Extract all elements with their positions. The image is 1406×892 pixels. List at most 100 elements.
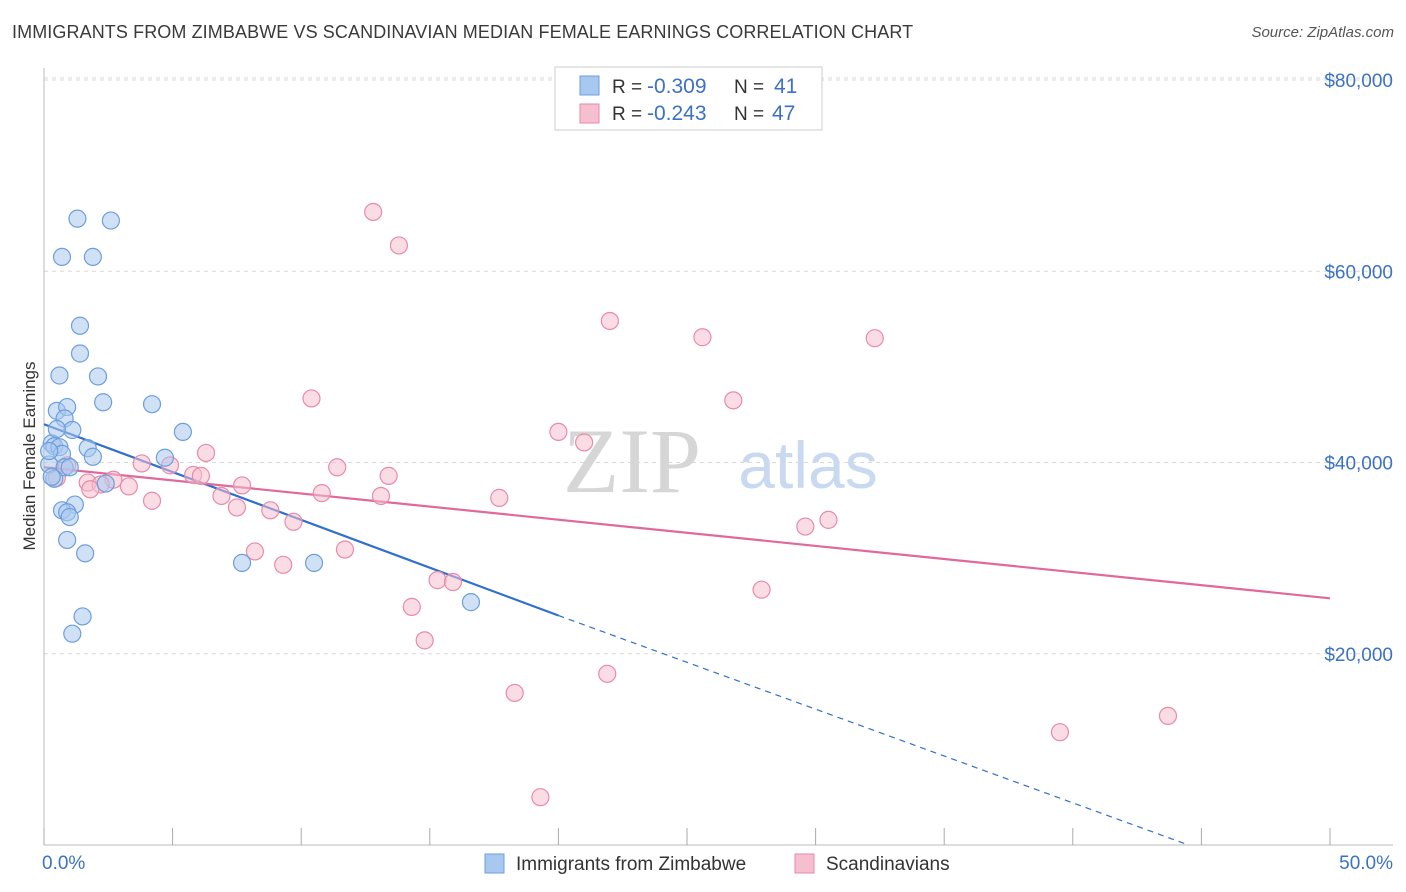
series-legend: Immigrants from Zimbabwe Scandinavians — [484, 853, 950, 875]
scandinavian-point — [819, 510, 838, 529]
stats-legend-swatch-pink — [579, 103, 600, 124]
scandinavian-point — [443, 572, 463, 592]
stats-legend: R = -0.309 N = 41 R = -0.243 N = 47 — [554, 66, 823, 131]
scandinavian-point — [598, 664, 617, 683]
zimbabwe-point — [101, 211, 120, 230]
stats-n-label-pink: N = — [734, 104, 764, 125]
stats-n-label-blue: N = — [734, 77, 764, 98]
zimbabwe-point — [63, 624, 82, 643]
scandinavian-point — [379, 466, 398, 485]
watermark: ZIP atlas — [563, 410, 878, 512]
scandinavian-point — [402, 597, 421, 616]
scandinavian-point — [428, 571, 447, 590]
stats-r-value-blue: -0.309 — [647, 75, 707, 98]
zimbabwe-point — [83, 247, 102, 267]
x-tick-label-min: 0.0% — [42, 853, 85, 874]
zimbabwe-point — [70, 316, 90, 335]
zimbabwe-point — [173, 422, 192, 441]
zimbabwe-point — [68, 209, 87, 228]
scandinavian-point — [335, 540, 355, 559]
scandinavian-point — [119, 477, 138, 496]
y-axis-title: Median Female Earnings — [20, 362, 39, 551]
stats-r-value-pink: -0.243 — [647, 102, 707, 125]
legend-label-scandinavians: Scandinavians — [826, 854, 950, 875]
scandinavian-point — [724, 391, 743, 410]
zimbabwe-point — [63, 420, 82, 440]
zimbabwe-point — [42, 467, 61, 486]
zimbabwe-point — [94, 393, 113, 412]
scandinavian-point — [865, 329, 884, 348]
zimbabwe-point — [50, 366, 69, 385]
legend-swatch-scandinavians — [794, 853, 815, 874]
points-layer — [40, 202, 1178, 807]
scandinavian-point — [328, 458, 347, 477]
zimbabwe-point — [232, 553, 252, 573]
scandinavian-point — [364, 202, 383, 222]
y-tick-label: $40,000 — [1324, 454, 1393, 475]
scandinavian-point — [261, 501, 280, 520]
x-tick-label-max: 50.0% — [1339, 853, 1393, 874]
scandinavian-point — [752, 580, 771, 599]
scandinavian-point — [245, 542, 265, 561]
scandinavian-point — [796, 517, 815, 536]
scandinavian-point — [371, 486, 391, 506]
zimbabwe-point — [304, 553, 324, 573]
scandinavian-point — [505, 683, 524, 703]
scandinavian-point — [549, 422, 568, 441]
stats-n-value-blue: 41 — [774, 75, 797, 98]
zimbabwe-point — [60, 458, 79, 477]
scandinavian-point — [1050, 723, 1070, 742]
scandinavian-trend-line — [43, 466, 1331, 600]
scandinavian-point — [81, 480, 100, 499]
scandinavian-point — [196, 443, 216, 463]
zimbabwe-point — [96, 474, 115, 493]
zimbabwe-point — [88, 367, 108, 386]
zimbabwe-trend-extension — [558, 614, 1189, 846]
zimbabwe-point — [76, 544, 95, 563]
scandinavian-point — [284, 512, 303, 531]
scandinavian-point — [389, 236, 409, 255]
zimbabwe-point — [155, 448, 174, 467]
scandinavian-point — [415, 631, 434, 650]
stats-n-value-pink: 47 — [772, 102, 795, 125]
zimbabwe-point — [70, 344, 90, 363]
zimbabwe-point — [83, 447, 102, 466]
scandinavian-point — [274, 555, 293, 574]
scandinavian-point — [132, 454, 151, 473]
scandinavian-point — [575, 433, 594, 452]
y-tick-label: $20,000 — [1324, 645, 1393, 666]
y-tick-label: $60,000 — [1324, 262, 1393, 283]
scandinavian-point — [191, 466, 210, 485]
legend-swatch-zimbabwe — [484, 853, 505, 874]
zimbabwe-point — [40, 441, 59, 461]
scandinavian-point — [312, 484, 331, 503]
zimbabwe-point — [47, 419, 66, 439]
zimbabwe-point — [52, 247, 72, 267]
zimbabwe-point — [58, 530, 77, 550]
stats-r-label-blue: R = — [612, 77, 642, 98]
stats-r-label-pink: R = — [612, 104, 642, 125]
chart-source: Source: ZipAtlas.com — [1251, 24, 1394, 41]
zimbabwe-point — [73, 607, 92, 626]
stats-legend-swatch-blue — [579, 75, 600, 96]
scandinavian-point — [212, 486, 231, 506]
zimbabwe-point — [142, 395, 162, 414]
scandinavian-point — [531, 788, 550, 807]
chart-title: IMMIGRANTS FROM ZIMBABWE VS SCANDINAVIAN… — [12, 22, 914, 42]
scandinavian-point — [1158, 706, 1178, 726]
scandinavian-point — [227, 498, 246, 517]
scandinavian-point — [490, 488, 509, 507]
watermark-zip: ZIP — [563, 410, 701, 512]
scandinavian-point — [302, 389, 321, 408]
y-tick-labels: $20,000 $40,000 $60,000 $80,000 — [1324, 71, 1393, 666]
scandinavian-point — [693, 328, 712, 347]
axes-layer — [43, 68, 1393, 846]
zimbabwe-point — [461, 593, 481, 612]
scandinavian-point — [142, 491, 162, 510]
watermark-atlas: atlas — [738, 428, 877, 502]
zimbabwe-point — [60, 507, 79, 527]
scandinavian-point — [232, 476, 252, 495]
y-tick-label: $80,000 — [1324, 71, 1393, 92]
legend-label-zimbabwe: Immigrants from Zimbabwe — [516, 854, 746, 875]
